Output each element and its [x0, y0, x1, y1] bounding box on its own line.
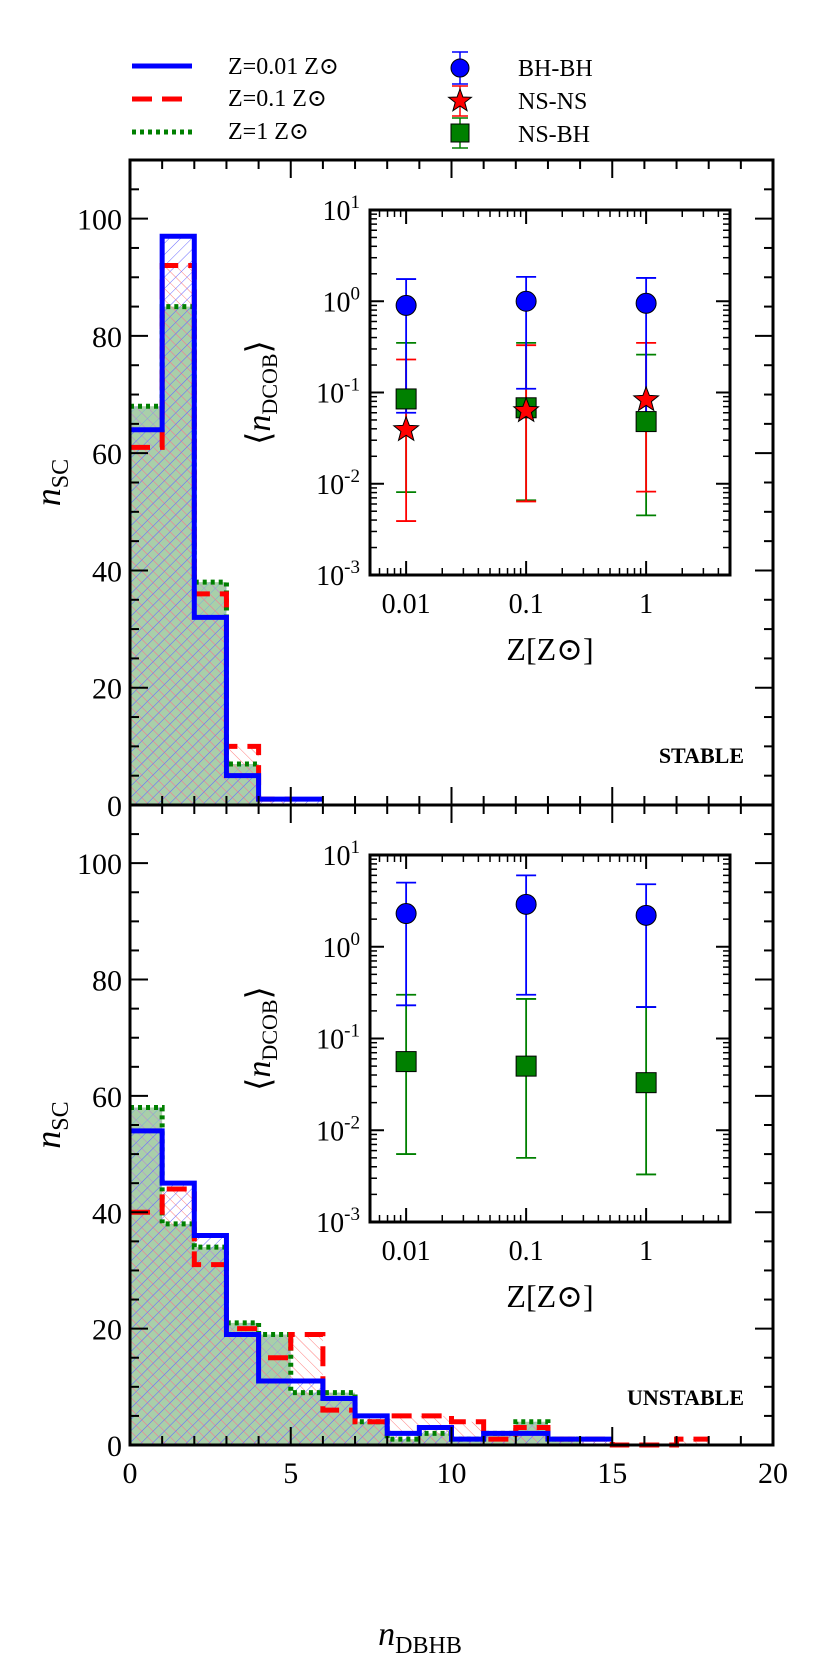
inset-y-tick-label: 10-3	[316, 557, 360, 592]
inset-x-tick-label: 0.01	[382, 589, 431, 620]
x-tick-label: 10	[437, 1457, 467, 1490]
hist-line-z001	[130, 233, 323, 802]
inset-y-tick-label: 10-2	[316, 466, 360, 501]
inset: 10-3 10-2 10-1 100 101 0.01 0.1 1 Z[Z⊙] ⟨nDCOB⟩	[241, 192, 732, 667]
hist-fill-z001	[130, 1130, 773, 1445]
legend-marker-nsbh	[450, 117, 470, 149]
inset-y-tick-label: 101	[323, 837, 361, 872]
hist-line-z001	[130, 1128, 613, 1442]
inset-x-axis-label: Z[Z⊙]	[506, 631, 593, 667]
point-nsbh	[395, 388, 417, 410]
inset-x-tick-label: 1	[639, 1236, 653, 1267]
legend-label-z1: Z=1 Z⊙	[228, 119, 309, 145]
inset-y-tick-label: 10-3	[316, 1204, 360, 1239]
x-tick-label: 15	[597, 1457, 627, 1490]
legend-label-nsns: NS-NS	[518, 89, 587, 115]
y-tick-label: 80	[92, 965, 122, 998]
x-tick-label: 20	[758, 1457, 788, 1490]
point-bhbh	[395, 294, 417, 316]
legend-label-z01: Z=0.1 Z⊙	[228, 86, 327, 112]
point-nsns	[632, 385, 660, 412]
point-bhbh	[515, 290, 537, 312]
inset-x-tick-label: 1	[639, 589, 653, 620]
inset-x-tick-label: 0.1	[509, 1236, 544, 1267]
legend-label-z001: Z=0.01 Z⊙	[228, 54, 339, 80]
x-tick-label: 5	[283, 1457, 298, 1490]
y-tick-label: 100	[77, 848, 122, 881]
x-axis-label: nDBHB	[378, 1616, 462, 1659]
legend-label-nsbh: NS-BH	[518, 122, 590, 148]
point-bhbh	[635, 904, 657, 926]
y-tick-label: 40	[92, 555, 122, 588]
y-tick-label: 40	[92, 1197, 122, 1230]
inset-y-tick-label: 101	[323, 192, 361, 227]
inset-y-tick-label: 100	[323, 283, 361, 318]
inset-y-tick-label: 10-1	[316, 1021, 360, 1056]
panel-unstable: 0 5 10 15 20020406080100nSCUNSTABLE10-310-21…	[28, 803, 788, 1490]
point-nsbh	[635, 411, 657, 433]
panel-label: UNSTABLE	[627, 1385, 744, 1410]
point-bhbh	[515, 893, 537, 915]
panel-label: STABLE	[659, 743, 744, 768]
y-tick-label: 0	[107, 790, 122, 823]
inset: 10-3 10-2 10-1 100 101 0.01 0.1 1 Z[Z⊙] ⟨nDCOB⟩	[241, 837, 732, 1314]
point-nsns	[512, 396, 540, 423]
y-axis-label: nSC	[28, 1101, 74, 1148]
inset-frame	[368, 208, 732, 577]
y-tick-label: 0	[107, 1430, 122, 1463]
inset-x-axis-label: Z[Z⊙]	[506, 1278, 593, 1314]
point-nsns	[392, 415, 420, 442]
inset-y-tick-label: 10-1	[316, 375, 360, 410]
inset-y-tick-label: 10-2	[316, 1112, 360, 1147]
y-tick-label: 100	[77, 204, 122, 237]
y-tick-label: 60	[92, 1081, 122, 1114]
point-nsbh	[515, 1055, 537, 1077]
y-axis-label: nSC	[28, 459, 74, 506]
legend-marker-nsns	[447, 85, 473, 117]
y-tick-label: 80	[92, 321, 122, 354]
point-nsbh	[635, 1072, 657, 1094]
inset-x-tick-label: 0.01	[382, 1236, 431, 1267]
x-tick-label: 0	[123, 1457, 138, 1490]
inset-y-tick-label: 100	[323, 929, 361, 964]
point-nsbh	[395, 1051, 417, 1073]
legend-marker-bhbh	[450, 51, 470, 85]
inset-frame	[368, 853, 732, 1224]
legend: Z=0.01 Z⊙ Z=0.1 Z⊙ Z=1 Z⊙ BH-BH NS-NS NS…	[132, 51, 593, 149]
legend-label-bhbh: BH-BH	[518, 56, 593, 82]
y-tick-label: 20	[92, 673, 122, 706]
y-tick-label: 60	[92, 438, 122, 471]
y-tick-label: 20	[92, 1314, 122, 1347]
errorbar-bh-bh	[636, 883, 657, 1008]
inset-y-axis-label: ⟨nDCOB⟩	[241, 340, 282, 445]
panel-stable: 0 20 40 60 80 100 nSC STABLE 10-3 10-2 10-1 100 101 0…	[28, 158, 775, 823]
inset-x-tick-label: 0.1	[509, 589, 544, 620]
point-bhbh	[635, 292, 657, 314]
inset-y-axis-label: ⟨nDCOB⟩	[241, 986, 282, 1091]
point-bhbh	[395, 903, 417, 925]
errorbar-ns-bh	[516, 998, 537, 1159]
